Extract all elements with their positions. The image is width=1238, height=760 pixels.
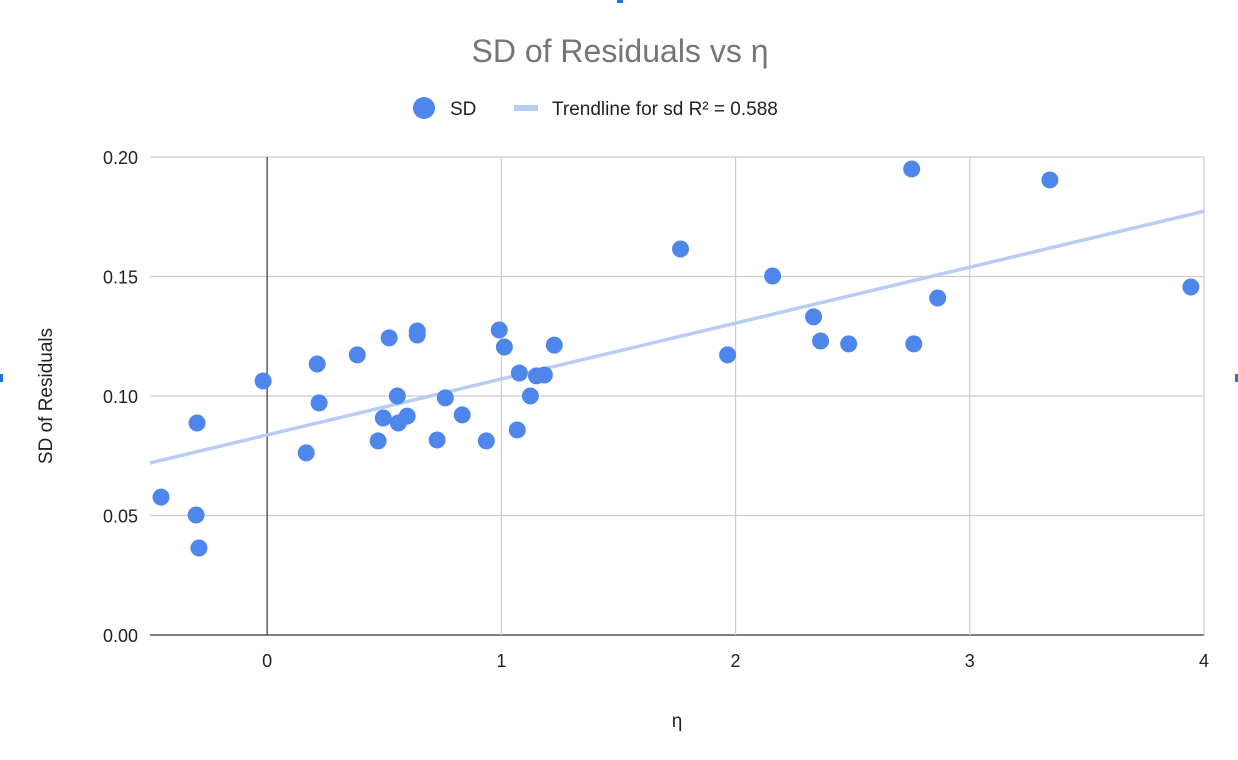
data-point	[545, 336, 563, 354]
data-point	[348, 346, 366, 364]
data-point	[840, 335, 858, 353]
data-point	[521, 387, 539, 405]
legend-label-sd: SD	[450, 99, 476, 120]
data-point	[490, 321, 508, 339]
data-point	[905, 335, 923, 353]
legend-marker-sd	[413, 97, 435, 119]
data-point	[764, 267, 782, 285]
data-point	[374, 409, 392, 427]
data-point	[1182, 278, 1200, 296]
x-axis-label: η	[672, 711, 683, 732]
trendline	[149, 209, 1205, 465]
selection-handle-right[interactable]	[1235, 374, 1238, 382]
data-point	[436, 389, 454, 407]
x-tick-label: 3	[965, 651, 975, 671]
data-point	[297, 444, 315, 462]
y-axis-label: SD of Residuals	[36, 328, 57, 464]
data-point	[929, 289, 947, 307]
y-tick-label: 0.00	[103, 626, 138, 646]
data-point	[369, 432, 387, 450]
x-tick-label: 1	[496, 651, 506, 671]
legend-marker-trendline	[514, 105, 538, 111]
y-tick-label: 0.15	[103, 268, 138, 288]
data-point	[308, 355, 326, 373]
data-point	[719, 346, 737, 364]
data-point	[152, 488, 170, 506]
data-point	[428, 431, 446, 449]
data-point	[495, 338, 513, 356]
x-tick-label: 4	[1199, 651, 1209, 671]
y-tick-label: 0.20	[103, 148, 138, 168]
y-tick-label: 0.10	[103, 387, 138, 407]
data-point	[254, 372, 272, 390]
data-point	[380, 329, 398, 347]
legend-label-trendline: Trendline for sd R² = 0.588	[552, 99, 778, 120]
data-point	[398, 407, 416, 425]
data-point	[388, 387, 406, 405]
legend: SD Trendline for sd R² = 0.588	[413, 97, 778, 120]
chart-title: SD of Residuals vs η	[471, 33, 768, 69]
data-point	[453, 406, 471, 424]
data-point	[812, 332, 830, 350]
data-point	[805, 308, 823, 326]
data-point	[477, 432, 495, 450]
selection-handle-left[interactable]	[0, 374, 3, 382]
selection-handle-top[interactable]	[617, 0, 623, 3]
data-point	[535, 366, 553, 384]
y-tick-label: 0.05	[103, 507, 138, 527]
data-point	[903, 160, 921, 178]
data-point	[1041, 171, 1059, 189]
data-point	[188, 414, 206, 432]
data-point	[310, 394, 328, 412]
data-point	[408, 326, 426, 344]
x-tick-label: 2	[731, 651, 741, 671]
data-point	[672, 240, 690, 258]
x-tick-label: 0	[262, 651, 272, 671]
data-point	[510, 364, 528, 382]
data-point	[508, 421, 526, 439]
data-point	[187, 506, 205, 524]
data-point	[190, 539, 208, 557]
